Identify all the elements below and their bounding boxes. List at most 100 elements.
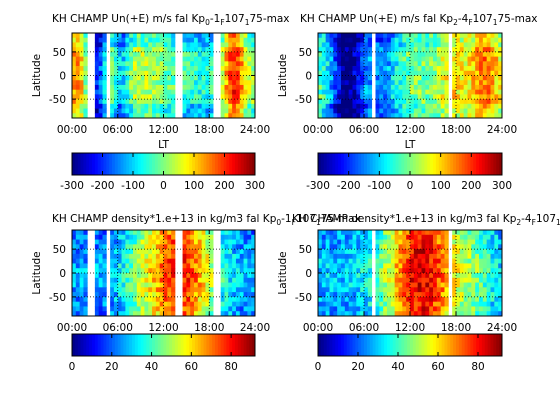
heatmap-cell — [425, 37, 430, 43]
heatmap-cell — [329, 75, 334, 81]
heatmap-cell — [494, 282, 499, 288]
heatmap-cell — [467, 296, 472, 303]
heatmap-cell — [224, 268, 229, 274]
heatmap-cell — [486, 273, 491, 279]
heatmap-cell — [232, 258, 237, 264]
heatmap-cell — [171, 282, 176, 288]
heatmap-cell — [329, 89, 334, 95]
heatmap-cell — [433, 75, 438, 81]
colorbar-segment — [229, 334, 233, 356]
heatmap-cell — [467, 103, 472, 109]
heatmap-cell — [197, 51, 203, 58]
heatmap-cell — [182, 51, 187, 58]
heatmap-cell — [364, 296, 369, 303]
heatmap-cell — [479, 268, 484, 274]
heatmap-cell — [228, 108, 233, 114]
heatmap-cell — [325, 70, 330, 76]
heatmap-cell — [136, 263, 142, 269]
colorbar-segment — [72, 334, 76, 356]
heatmap-cell — [433, 47, 438, 53]
heatmap-cell — [421, 94, 426, 100]
heatmap-cell — [194, 75, 199, 81]
heatmap-cell — [498, 37, 503, 43]
heatmap-cell — [463, 99, 468, 105]
heatmap-cell — [79, 239, 84, 245]
colorbar-segment — [381, 334, 385, 356]
heatmap-cell — [83, 70, 88, 76]
heatmap-cell — [247, 56, 252, 62]
heatmap-cell — [413, 61, 419, 67]
heatmap-cell — [205, 75, 210, 81]
heatmap-cell — [98, 42, 103, 48]
heatmap-cell — [337, 80, 342, 86]
heatmap-cell — [471, 292, 476, 298]
colorbar-segment — [332, 334, 336, 356]
heatmap-cell — [318, 311, 323, 317]
heatmap-cell — [421, 239, 426, 245]
heatmap-cell — [410, 273, 415, 279]
heatmap-cell — [194, 268, 199, 274]
heatmap-cell — [247, 282, 252, 288]
heatmap-cell — [452, 244, 457, 250]
heatmap-cell — [490, 80, 495, 86]
heatmap-cell — [186, 282, 191, 288]
heatmap-cell — [344, 66, 350, 72]
heatmap-cell — [479, 253, 484, 260]
heatmap-cell — [102, 234, 107, 240]
heatmap-cell — [398, 258, 403, 264]
heatmap-cell — [364, 51, 369, 58]
heatmap-cell — [144, 84, 149, 91]
heatmap-cell — [318, 113, 323, 119]
heatmap-cell — [482, 56, 488, 62]
colorbar-segment — [186, 153, 190, 175]
heatmap-cell — [337, 292, 342, 298]
colorbar-segment — [174, 334, 179, 356]
heatmap-cell — [121, 103, 126, 109]
colorbar-segment — [349, 334, 353, 356]
heatmap-cell — [413, 108, 419, 114]
heatmap-cell — [201, 263, 206, 269]
heatmap-cell — [155, 80, 161, 86]
heatmap-cell — [329, 56, 334, 62]
heatmap-cell — [121, 108, 126, 114]
heatmap-cell — [337, 239, 342, 245]
heatmap-cell — [459, 292, 465, 298]
heatmap-cell — [239, 268, 244, 274]
heatmap-cell — [379, 103, 384, 109]
heatmap-cell — [247, 268, 252, 274]
heatmap-cell — [205, 89, 210, 95]
heatmap-cell — [471, 108, 476, 114]
heatmap-cell — [197, 56, 203, 62]
heatmap-cell — [251, 296, 256, 303]
heatmap-cell — [102, 108, 107, 114]
heatmap-cell — [410, 75, 415, 81]
heatmap-cell — [463, 277, 468, 283]
heatmap-cell — [360, 33, 365, 39]
heatmap-cell — [348, 47, 353, 53]
heatmap-cell — [344, 37, 350, 43]
heatmap-cell — [486, 70, 491, 76]
heatmap-cell — [251, 51, 256, 58]
heatmap-cell — [429, 99, 434, 105]
heatmap-cell — [398, 277, 403, 283]
heatmap-cell — [72, 311, 77, 317]
heatmap-cell — [232, 273, 237, 279]
heatmap-cell — [325, 56, 330, 62]
heatmap-cell — [498, 61, 503, 67]
heatmap-cell — [444, 66, 449, 72]
heatmap-cell — [167, 47, 172, 53]
heatmap-cell — [220, 89, 225, 95]
heatmap-cell — [79, 263, 84, 269]
colorbar-segment — [392, 153, 397, 175]
heatmap-cell — [475, 263, 480, 269]
heatmap-cell — [356, 99, 361, 105]
heatmap-cell — [436, 296, 442, 303]
heatmap-cell — [348, 56, 353, 62]
heatmap-cell — [398, 296, 403, 303]
heatmap-cell — [364, 42, 369, 48]
heatmap-cell — [429, 282, 434, 288]
heatmap-cell — [232, 113, 237, 119]
heatmap-cell — [364, 253, 369, 260]
heatmap-cell — [341, 230, 346, 236]
heatmap-cell — [110, 89, 115, 95]
